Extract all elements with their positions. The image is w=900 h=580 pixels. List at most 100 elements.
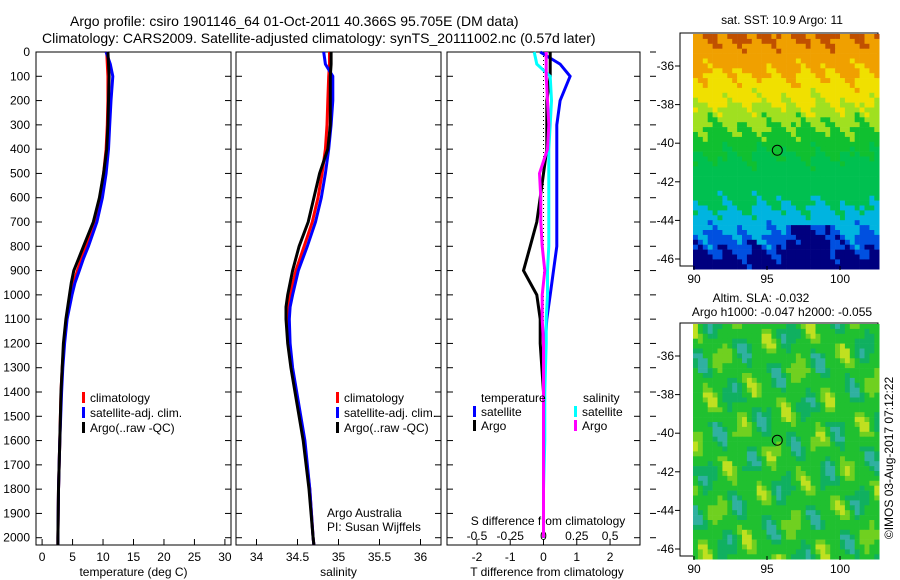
map-cell (869, 466, 875, 472)
map-cell (751, 412, 757, 418)
map-cell (840, 48, 846, 54)
map-cell (791, 485, 797, 491)
y-tick-label: 1900 (3, 506, 30, 520)
map-cell (717, 426, 723, 433)
map-cell (771, 510, 777, 516)
map-cell (727, 549, 733, 555)
map-cell (727, 249, 733, 255)
map-cell (771, 343, 777, 349)
map-cell (810, 348, 816, 354)
map-cell (722, 324, 728, 330)
map-cell (702, 338, 708, 344)
map-cell (864, 324, 870, 330)
map-cell (756, 500, 762, 506)
map-cell (746, 117, 753, 123)
map-cell (761, 249, 767, 255)
map-cell (805, 259, 811, 265)
map-cell (805, 451, 811, 457)
map-cell (820, 254, 826, 260)
map-cell (717, 368, 723, 374)
map-cell (707, 466, 713, 472)
map-cell (742, 485, 748, 491)
map-cell (737, 48, 743, 54)
map-cell (864, 249, 870, 255)
map-cell (781, 136, 787, 143)
map-cell (771, 544, 777, 550)
map-cell (712, 333, 718, 339)
map-cell (830, 259, 836, 265)
map-cell (771, 215, 777, 221)
map-cell (727, 132, 733, 138)
map-cell (771, 68, 777, 74)
map-cell (727, 112, 733, 118)
map-cell (742, 524, 748, 531)
map-cell (746, 436, 753, 442)
map-cell (864, 136, 870, 143)
map-cell (795, 534, 802, 540)
map-cell (825, 544, 831, 550)
map-cell (776, 520, 782, 526)
map-title: sat. SST: 10.9 Argo: 11 (721, 13, 843, 27)
map-cell (795, 510, 802, 516)
map-cell (771, 495, 777, 501)
map-cell (707, 348, 713, 354)
map-cell (854, 112, 860, 118)
map-cell (746, 161, 753, 167)
map-cell (746, 195, 753, 201)
map-cell (717, 92, 723, 98)
map-cell (859, 495, 865, 501)
map-cell (830, 166, 836, 172)
map-cell (786, 264, 792, 270)
map-cell (825, 87, 831, 94)
map-cell (786, 117, 792, 123)
map-cell (756, 195, 762, 201)
map-cell (732, 446, 738, 452)
map-cell (742, 205, 748, 211)
map-cell (791, 132, 797, 138)
map-cell (712, 387, 718, 393)
map-cell (835, 358, 841, 364)
map-cell (781, 510, 787, 516)
map-cell (707, 83, 713, 89)
map-cell (810, 431, 816, 437)
map-cell (771, 500, 777, 506)
map-cell (722, 471, 728, 477)
map-cell (712, 264, 718, 270)
map-cell (697, 441, 704, 447)
map-cell (835, 510, 841, 516)
map-cell (771, 146, 777, 152)
map-cell (712, 112, 718, 118)
map-cell (781, 151, 787, 157)
map-cell (859, 515, 865, 521)
map-cell (737, 397, 743, 403)
map-cell (795, 466, 802, 472)
map-cell (707, 495, 713, 501)
map-cell (732, 48, 738, 54)
map-cell (707, 412, 713, 418)
map-cell (815, 34, 821, 40)
y-tick-label: -36 (657, 59, 675, 73)
map-cell (786, 102, 792, 108)
map-cell (800, 436, 806, 442)
map-cell (737, 220, 743, 226)
map-cell (791, 377, 797, 384)
map-cell (756, 446, 762, 452)
map-cell (805, 34, 811, 40)
map-cell (717, 185, 723, 192)
map-cell (712, 368, 718, 374)
map-cell (835, 475, 841, 482)
map-cell (761, 510, 767, 516)
map-cell (830, 249, 836, 255)
map-cell (722, 348, 728, 354)
map-cell (810, 485, 816, 491)
map-cell (776, 215, 782, 221)
map-cell (742, 549, 748, 555)
map-cell (697, 387, 704, 393)
map-cell (810, 441, 816, 447)
map-cell (756, 200, 762, 206)
map-cell (844, 417, 851, 423)
map-cell (781, 244, 787, 250)
map-cell (722, 83, 728, 89)
map-cell (815, 358, 821, 364)
map-cell (693, 422, 699, 428)
